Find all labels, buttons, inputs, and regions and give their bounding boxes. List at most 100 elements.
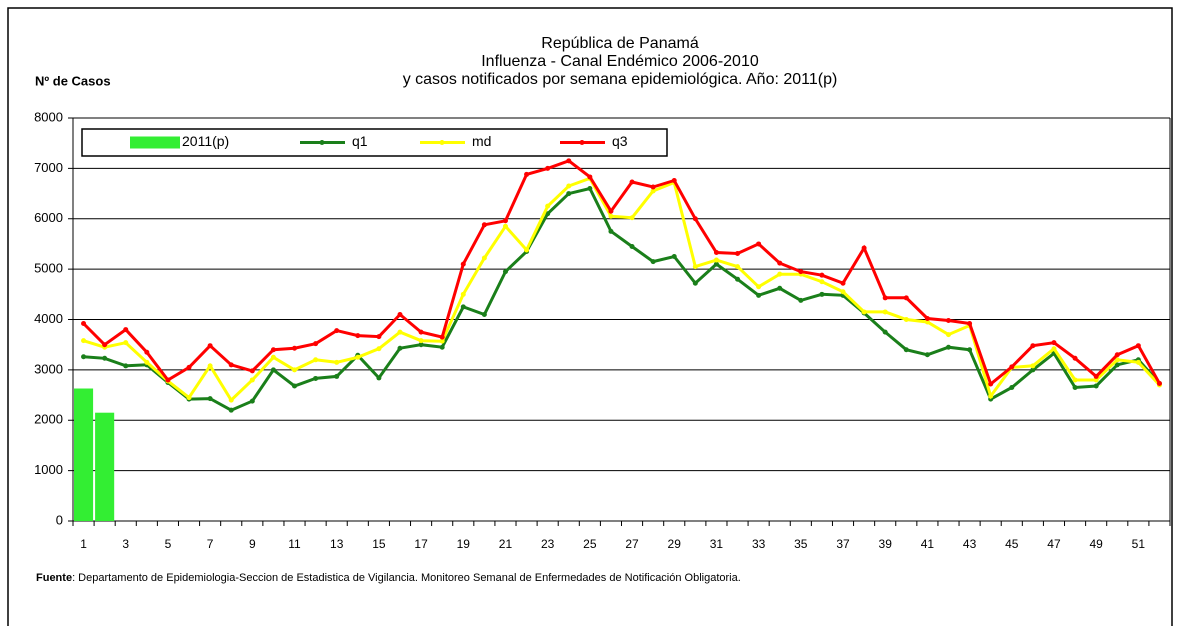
x-tick-label: 7	[207, 537, 214, 551]
point	[924, 352, 930, 358]
x-tick-label: 5	[165, 537, 172, 551]
point	[249, 368, 255, 374]
point	[460, 304, 466, 310]
point	[692, 264, 698, 270]
chart-title: Influenza - Canal Endémico 2006-2010	[481, 53, 759, 70]
point	[292, 367, 298, 373]
x-tick-label: 35	[794, 537, 808, 551]
x-tick-label: 1	[80, 537, 87, 551]
point	[207, 363, 213, 369]
point	[418, 338, 424, 344]
bar	[74, 388, 94, 521]
point	[650, 184, 656, 190]
point	[334, 328, 340, 334]
point	[397, 345, 403, 351]
point	[1114, 362, 1120, 368]
point	[819, 291, 825, 297]
point	[861, 245, 867, 251]
legend-label: q3	[612, 133, 628, 149]
point	[270, 367, 276, 373]
point	[903, 295, 909, 301]
point	[81, 338, 87, 344]
source-text: : Departamento de Epidemiologia-Seccion …	[72, 572, 741, 584]
y-tick-label: 1000	[34, 462, 63, 477]
line	[83, 186, 1161, 412]
point	[334, 359, 340, 365]
point	[292, 383, 298, 389]
point	[376, 375, 382, 381]
x-tick-label: 15	[372, 537, 386, 551]
point	[735, 264, 741, 270]
x-tick-label: 13	[330, 537, 344, 551]
point	[81, 354, 87, 360]
x-tick-label: 11	[288, 537, 301, 551]
point	[186, 364, 192, 370]
chart-title: y casos notificados por semana epidemiol…	[403, 71, 838, 88]
point	[735, 276, 741, 282]
point	[1051, 346, 1057, 352]
point	[1093, 377, 1099, 383]
point	[903, 317, 909, 322]
point	[165, 377, 171, 383]
x-tick-label: 37	[836, 537, 850, 551]
point	[819, 272, 825, 278]
legend-swatch	[130, 136, 180, 149]
point	[545, 165, 551, 171]
point	[313, 341, 319, 347]
point	[1030, 343, 1036, 349]
point	[756, 241, 762, 247]
point	[270, 354, 276, 360]
point	[798, 269, 804, 275]
y-axis-label: Nº de Casos	[35, 73, 111, 88]
point	[460, 261, 466, 267]
point	[587, 174, 593, 180]
point	[945, 344, 951, 350]
point	[102, 342, 108, 348]
line	[82, 159, 1161, 387]
point	[439, 338, 445, 344]
y-tick-label: 5000	[34, 261, 63, 276]
point	[650, 188, 656, 194]
point	[524, 247, 530, 253]
y-tick-label: 3000	[34, 361, 63, 376]
point	[123, 363, 129, 369]
point	[566, 158, 572, 164]
point	[439, 344, 445, 350]
x-tick-label: 29	[668, 537, 682, 551]
point	[144, 349, 150, 355]
point	[1114, 352, 1120, 358]
point	[355, 333, 361, 339]
point	[882, 329, 888, 335]
point	[376, 334, 382, 340]
point	[313, 357, 319, 363]
point	[376, 346, 382, 352]
legend-label: q1	[352, 133, 368, 149]
point	[840, 280, 846, 286]
x-tick-label: 31	[710, 537, 724, 551]
point	[777, 285, 783, 291]
point	[861, 309, 867, 315]
point	[671, 254, 677, 260]
point	[186, 395, 192, 401]
y-tick-label: 7000	[34, 160, 63, 175]
point	[545, 211, 551, 217]
point	[608, 213, 614, 219]
y-tick-label: 2000	[34, 412, 63, 427]
point	[756, 292, 762, 298]
x-tick-label: 17	[414, 537, 428, 551]
x-tick-label: 21	[499, 537, 513, 551]
point	[587, 186, 593, 192]
y-tick-label: 4000	[34, 311, 63, 326]
point	[882, 309, 888, 315]
point	[102, 355, 108, 361]
point	[1114, 357, 1120, 363]
point	[1009, 364, 1015, 370]
line	[83, 176, 1161, 403]
point	[144, 359, 150, 365]
point	[650, 259, 656, 265]
point	[228, 407, 234, 413]
point	[692, 280, 698, 286]
point	[777, 271, 783, 277]
point	[123, 327, 129, 333]
